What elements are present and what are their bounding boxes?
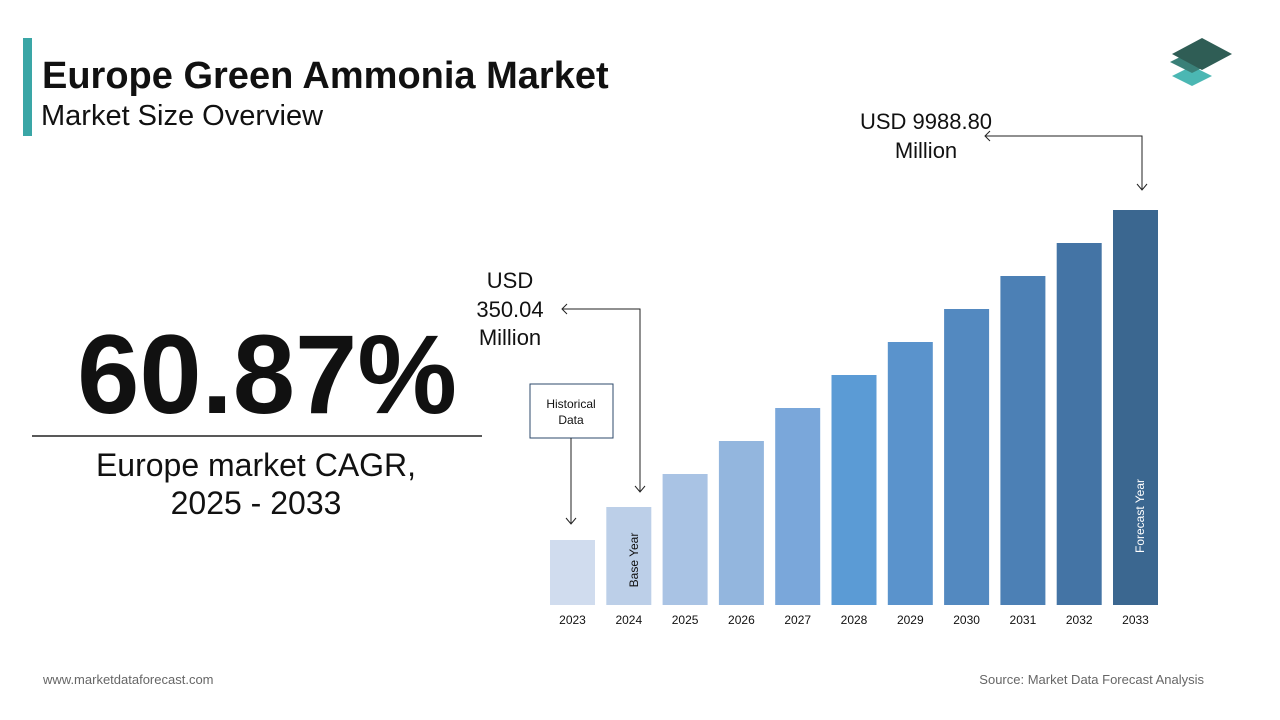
bar <box>1113 210 1158 605</box>
cagr-label: Europe market CAGR, <box>96 447 416 483</box>
bar <box>944 309 990 605</box>
source: Source: Market Data Forecast Analysis <box>979 672 1204 687</box>
arrow <box>562 308 641 492</box>
bar <box>1056 243 1102 605</box>
x-tick-label: 2031 <box>1010 613 1037 627</box>
base-annotation: USD <box>487 268 533 293</box>
final-annotation: Million <box>895 138 957 163</box>
x-tick-label: 2027 <box>784 613 811 627</box>
base-year-label: Base Year <box>627 533 641 588</box>
x-tick-label: 2023 <box>559 613 586 627</box>
arrow-head <box>1136 183 1148 191</box>
historical-label: Historical <box>546 397 595 411</box>
x-tick-label: 2032 <box>1066 613 1093 627</box>
base-annotation: Million <box>479 325 541 350</box>
bar <box>775 408 821 605</box>
x-tick-label: 2028 <box>841 613 868 627</box>
annotations: USD 9988.80 Million USD 350.04 Million H… <box>476 109 1148 525</box>
cagr-value: 60.87% <box>77 312 457 437</box>
x-tick-label: 2025 <box>672 613 699 627</box>
historical-label: Data <box>558 413 584 427</box>
x-tick-label: 2033 <box>1122 613 1149 627</box>
arrow-head <box>565 517 577 525</box>
website: www.marketdataforecast.com <box>42 672 214 687</box>
title: Europe Green Ammonia Market <box>42 55 609 97</box>
bar-labels: Base Year Forecast Year <box>627 479 1147 587</box>
bar <box>718 441 764 605</box>
bar <box>887 342 933 605</box>
x-tick-label: 2029 <box>897 613 924 627</box>
accent-bar <box>23 38 32 136</box>
arrow <box>985 135 1143 190</box>
final-annotation: USD 9988.80 <box>860 109 992 134</box>
x-tick-label: 2026 <box>728 613 755 627</box>
bar <box>831 375 877 605</box>
bar <box>1000 276 1046 605</box>
bar <box>550 540 595 605</box>
bar <box>662 474 708 605</box>
cagr-label: 2025 - 2033 <box>171 485 342 521</box>
x-tick-label: 2024 <box>615 613 642 627</box>
x-tick-label: 2030 <box>953 613 980 627</box>
bar <box>606 507 652 605</box>
arrow-head <box>561 303 568 315</box>
bars: 2023 2024 2025 2026 2027 2028 2029 2030 2031 2032… <box>550 210 1158 627</box>
logo <box>1170 38 1232 86</box>
historical-box <box>529 383 614 439</box>
base-annotation: 350.04 <box>476 297 543 322</box>
arrow-head <box>984 130 991 142</box>
arrow-head <box>634 485 646 493</box>
subtitle: Market Size Overview <box>41 100 324 132</box>
forecast-year-label: Forecast Year <box>1133 479 1147 553</box>
